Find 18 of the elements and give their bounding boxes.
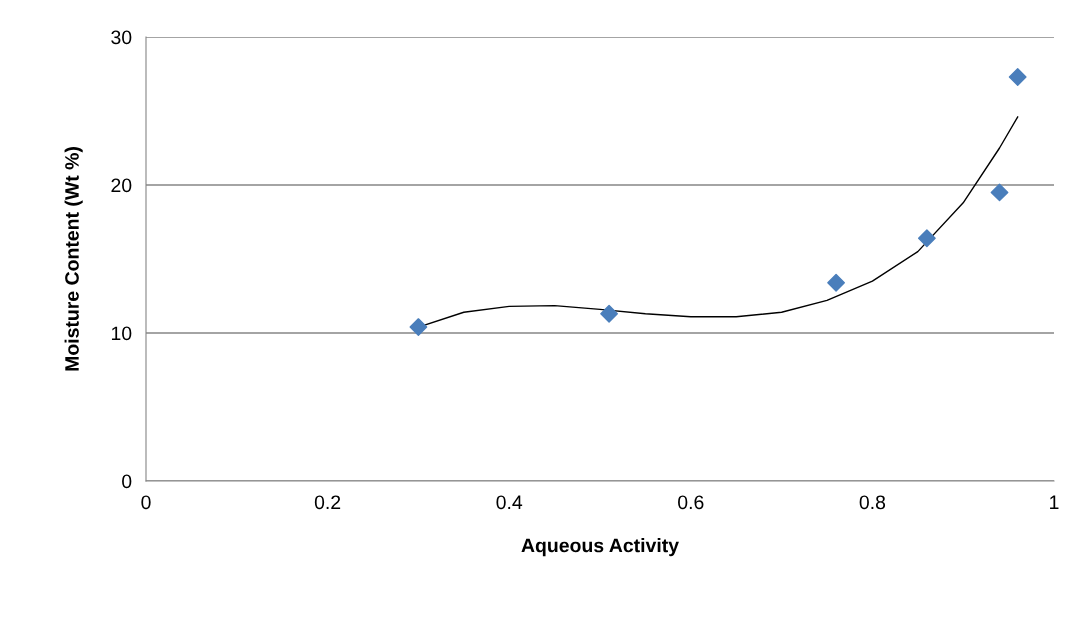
point xyxy=(409,318,428,336)
point xyxy=(917,229,936,248)
x-tick-label: 0.2 xyxy=(314,495,341,510)
x-tick-label: 0.6 xyxy=(678,495,704,510)
x-axis-title: Aqueous Activity xyxy=(521,538,679,557)
y-axis-title: Moisture Content (Wt %) xyxy=(64,147,83,371)
y-tick-label: 0 xyxy=(122,474,132,489)
x-tick-label: 0.4 xyxy=(496,495,523,510)
y-tick-label: 20 xyxy=(111,178,132,193)
y-tick-label: 10 xyxy=(111,326,132,341)
x-tick-label: 0.8 xyxy=(859,495,886,510)
point xyxy=(827,273,845,292)
x-tick-label: 0 xyxy=(141,495,151,510)
point xyxy=(990,183,1009,202)
x-tick-label: 1 xyxy=(1050,495,1059,509)
point xyxy=(600,304,618,323)
point xyxy=(1008,68,1027,86)
y-tick-label: 30 xyxy=(111,30,132,45)
